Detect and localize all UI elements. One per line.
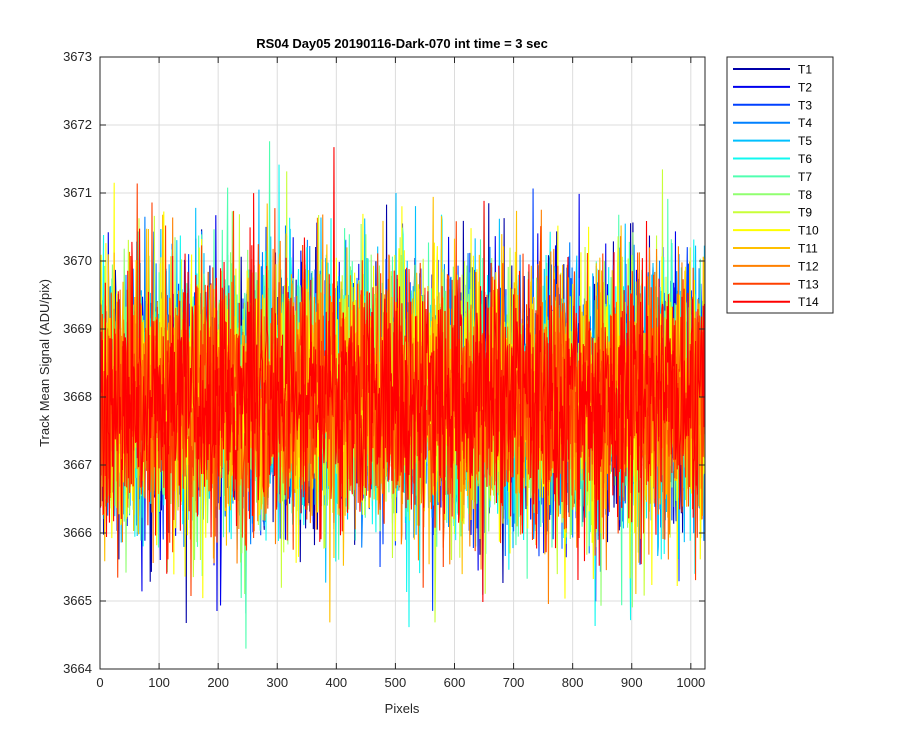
- legend-label-t4: T4: [798, 116, 812, 130]
- x-tick-label: 700: [503, 675, 525, 690]
- plot-frame: [99, 56, 706, 670]
- series-layer: [100, 141, 705, 649]
- chart-title: RS04 Day05 20190116-Dark-070 int time = …: [256, 36, 548, 51]
- x-tick-label: 200: [207, 675, 229, 690]
- y-tick-label: 3668: [63, 389, 92, 404]
- legend-label-t12: T12: [798, 259, 819, 273]
- legend-label-t8: T8: [798, 188, 812, 202]
- legend-label-t13: T13: [798, 277, 819, 291]
- legend-label-t14: T14: [798, 295, 819, 309]
- legend-label-t9: T9: [798, 206, 812, 220]
- y-tick-label: 3672: [63, 117, 92, 132]
- x-tick-label: 600: [444, 675, 466, 690]
- x-tick-label: 300: [266, 675, 288, 690]
- axis-ticks: 0 100 200 300 400 500 600 700 800 900 1000 3664 3665…: [63, 49, 705, 690]
- x-tick-label: 800: [562, 675, 584, 690]
- legend-box: [726, 56, 834, 314]
- series-line-t14: [100, 147, 705, 603]
- y-tick-label: 3665: [63, 593, 92, 608]
- x-tick-label: 500: [385, 675, 407, 690]
- x-tick-label: 900: [621, 675, 643, 690]
- y-tick-label: 3666: [63, 525, 92, 540]
- legend-label-t1: T1: [798, 63, 812, 77]
- y-axis-label: Track Mean Signal (ADU/pix): [37, 279, 52, 447]
- x-tick-label: 0: [96, 675, 103, 690]
- legend-label-t7: T7: [798, 170, 812, 184]
- x-tick-label: 100: [148, 675, 170, 690]
- legend-label-t11: T11: [798, 242, 818, 256]
- y-tick-label: 3671: [63, 185, 92, 200]
- y-tick-label: 3667: [63, 457, 92, 472]
- legend-label-t6: T6: [798, 152, 812, 166]
- y-tick-label: 3664: [63, 661, 92, 676]
- legend-label-t3: T3: [798, 98, 812, 112]
- x-axis-label: Pixels: [385, 701, 420, 716]
- legend: T1 T2 T3 T4 T5 T6 T7 T8 T9 T10 T11 T12 T13 T14: [726, 56, 834, 314]
- legend-label-t2: T2: [798, 80, 812, 94]
- legend-label-t10: T10: [798, 224, 819, 238]
- y-tick-label: 3670: [63, 253, 92, 268]
- y-tick-label: 3669: [63, 321, 92, 336]
- x-tick-label: 400: [325, 675, 347, 690]
- legend-label-t5: T5: [798, 134, 812, 148]
- x-tick-label: 1000: [676, 675, 705, 690]
- y-tick-label: 3673: [63, 49, 92, 64]
